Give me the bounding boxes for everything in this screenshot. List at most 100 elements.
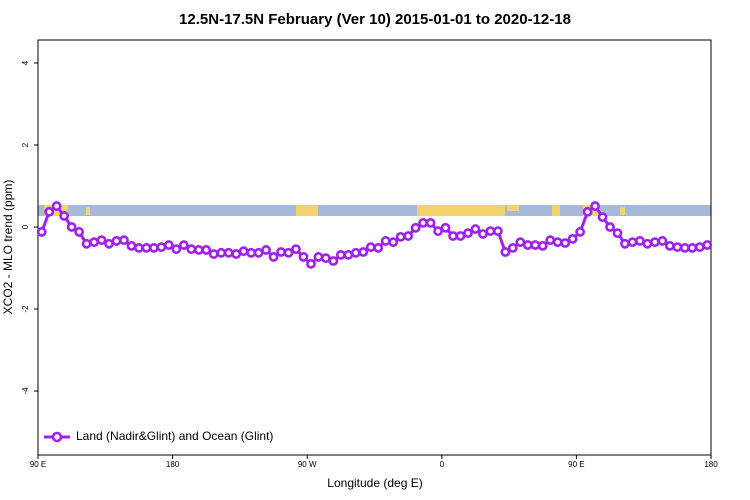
data-point <box>231 249 242 259</box>
data-point <box>418 217 429 228</box>
data-point <box>522 240 533 250</box>
data-point <box>395 231 406 242</box>
y-axis-label: XCO2 - MLO trend (ppm) <box>1 180 15 315</box>
data-point <box>627 237 638 248</box>
data-point <box>81 238 92 249</box>
data-point <box>59 211 70 221</box>
data-point <box>126 240 137 251</box>
data-point <box>246 247 257 258</box>
data-point <box>478 229 488 239</box>
data-point <box>597 212 608 223</box>
data-point <box>455 231 466 241</box>
chart-title: 12.5N-17.5N February (Ver 10) 2015-01-01… <box>179 11 571 28</box>
data-point <box>134 243 144 253</box>
data-point <box>36 227 47 237</box>
data-point <box>276 247 286 257</box>
data-point <box>567 233 578 244</box>
ocean-band <box>38 205 711 216</box>
data-point <box>74 227 85 237</box>
data-point <box>679 243 690 253</box>
data-point <box>492 226 503 236</box>
data-point <box>642 238 653 249</box>
data-point <box>306 259 316 269</box>
land-band <box>296 205 318 216</box>
data-point <box>582 206 593 217</box>
data-point <box>440 222 451 233</box>
data-point <box>448 231 458 241</box>
data-point <box>425 217 436 228</box>
land-band <box>620 207 625 215</box>
data-point <box>104 238 114 249</box>
land-band <box>507 205 519 211</box>
data-point <box>51 201 62 211</box>
data-point <box>410 222 421 233</box>
data-point <box>620 238 630 249</box>
x-tick-label: 90 W <box>298 460 317 469</box>
series <box>36 201 713 269</box>
data-point <box>298 252 309 262</box>
data-point <box>507 243 518 253</box>
x-tick-label: 0 <box>440 460 445 469</box>
data-point <box>44 206 55 217</box>
data-point <box>350 247 361 258</box>
data-point <box>365 242 376 252</box>
data-point <box>575 227 586 237</box>
data-point <box>149 243 159 253</box>
data-point <box>650 237 660 248</box>
data-point <box>343 249 354 260</box>
data-point <box>485 226 496 236</box>
data-point <box>380 236 391 246</box>
data-point <box>560 238 571 248</box>
x-axis-label: Longitude (deg E) <box>327 476 422 490</box>
data-point <box>66 222 77 232</box>
y-tick-label: 0 <box>21 224 30 229</box>
data-point <box>470 224 481 234</box>
x-tick-label: 180 <box>166 460 180 469</box>
land-band <box>86 207 90 215</box>
x-tick-label: 90 E <box>568 460 584 469</box>
data-point <box>253 247 264 258</box>
data-point <box>358 247 369 257</box>
data-point <box>530 240 541 250</box>
data-point <box>223 247 234 258</box>
y-tick-label: -4 <box>21 387 30 395</box>
data-point <box>590 201 600 211</box>
data-point <box>537 240 548 251</box>
data-point <box>216 247 227 258</box>
data-point <box>178 240 189 250</box>
data-point <box>500 247 511 257</box>
land-band <box>552 205 560 216</box>
data-point <box>672 242 683 252</box>
data-point <box>171 244 182 255</box>
data-point <box>89 237 99 248</box>
data-point <box>261 245 271 255</box>
x-tick-label: 90 E <box>30 460 46 469</box>
data-point <box>635 236 645 246</box>
data-point <box>702 240 713 250</box>
data-point <box>552 237 563 248</box>
land-band <box>417 205 505 216</box>
data-point <box>657 236 668 246</box>
data-point <box>328 256 339 266</box>
data-point <box>373 243 384 253</box>
data-point <box>694 242 705 252</box>
data-point <box>96 235 107 246</box>
data-point <box>545 235 556 246</box>
data-point <box>433 226 443 236</box>
data-point <box>388 237 399 248</box>
y-tick-label: 4 <box>21 60 30 65</box>
legend-marker <box>51 431 63 443</box>
data-point <box>141 243 152 253</box>
legend-label: Land (Nadir&Glint) and Ocean (Glint) <box>76 429 273 443</box>
data-point <box>687 243 698 253</box>
data-point <box>463 228 473 239</box>
data-point <box>156 242 167 252</box>
data-point <box>268 252 279 262</box>
data-point <box>313 252 324 262</box>
data-point <box>111 236 122 246</box>
data-point <box>320 253 331 264</box>
x-tick-label: 180 <box>704 460 718 469</box>
data-point <box>238 246 249 257</box>
